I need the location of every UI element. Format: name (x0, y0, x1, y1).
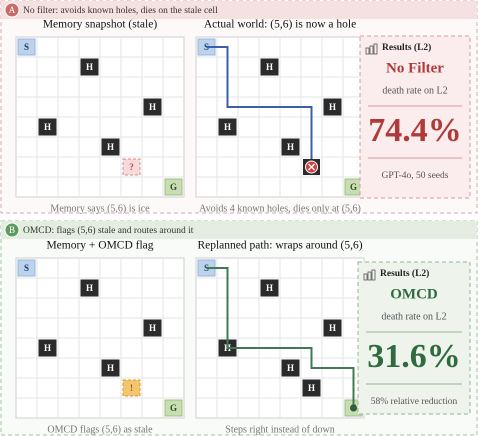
results-icon (371, 269, 376, 281)
results-icon (363, 273, 368, 281)
panel-header: No filter: avoids known holes, dies on t… (23, 5, 218, 16)
panel-header: OMCD: flags (5,6) stale and routes aroun… (23, 225, 194, 236)
cell-label: S (24, 263, 29, 273)
cell-label: H (266, 283, 273, 293)
badge-letter: B (9, 225, 15, 235)
cell-hole (323, 98, 342, 116)
agent-path (206, 46, 313, 167)
results-icon (365, 47, 370, 55)
cell-label: H (86, 62, 93, 72)
results-box (359, 35, 471, 199)
grid-caption: OMCD flags (5,6) as stale (47, 424, 153, 435)
cell-hole (218, 118, 237, 136)
cell-hole (260, 58, 279, 76)
cell-label: H (287, 142, 294, 152)
results-icon (367, 271, 372, 281)
grid-title: Actual world: (5,6) is now a hole (204, 19, 356, 31)
agent-path (206, 267, 355, 408)
cell-label: ? (129, 162, 134, 172)
cell-label: H (86, 283, 93, 293)
cell-goal (164, 178, 183, 196)
cell-label: H (329, 102, 336, 112)
cell-hole (80, 279, 99, 297)
results-value: 74.4% (368, 112, 462, 149)
cell-label: H (224, 122, 231, 132)
cell-label: H (329, 323, 336, 333)
cell-flag (122, 379, 141, 397)
cell-hole (302, 379, 321, 397)
results-box (357, 261, 471, 415)
cell-hole (143, 319, 162, 337)
cell-label: G (170, 403, 177, 413)
grid-title: Memory snapshot (stale) (43, 19, 158, 31)
results-metric: death rate on L2 (381, 311, 446, 322)
results-heading: Results (L2) (380, 268, 429, 279)
cell-hole (101, 359, 120, 377)
cell-label: H (149, 102, 156, 112)
results-method: No Filter (386, 60, 444, 76)
cell-label: H (44, 343, 51, 353)
results-note: 58% relative reduction (371, 397, 458, 407)
results-icon (369, 45, 374, 55)
results-icon (373, 43, 378, 55)
grid-caption: Steps right instead of down (225, 424, 334, 435)
grid-title: Memory + OMCD flag (46, 240, 153, 252)
cell-label: H (149, 323, 156, 333)
results-metric: death rate on L2 (382, 85, 447, 96)
death-cross (308, 163, 315, 171)
cell-hole (80, 58, 99, 76)
cell-label: G (170, 182, 177, 192)
agent-end (350, 404, 357, 412)
cell-hole (143, 98, 162, 116)
cell-label: H (107, 142, 114, 152)
grid-title: Replanned path: wraps around (5,6) (197, 240, 362, 252)
cell-hole (38, 118, 57, 136)
cell-label: H (266, 62, 273, 72)
results-heading: Results (L2) (382, 42, 431, 53)
results-method: OMCD (390, 286, 438, 302)
cell-label: H (107, 363, 114, 373)
cell-label: H (308, 383, 315, 393)
badge (4, 2, 20, 18)
results-note: GPT-4o, 50 seeds (382, 171, 449, 181)
grid-caption: Memory says (5,6) is ice (50, 203, 150, 214)
badge (4, 222, 20, 238)
cell-label: H (287, 363, 294, 373)
panel-b-header-band (1, 221, 477, 239)
cell-label: H (44, 122, 51, 132)
cell-label: ! (130, 383, 133, 393)
cell-hole (260, 279, 279, 297)
cell-start (17, 259, 36, 277)
cell-start (17, 38, 36, 56)
results-value: 31.6% (367, 338, 461, 375)
cell-label: G (350, 182, 357, 192)
cell-hole (281, 138, 300, 156)
grid-caption: Avoids 4 known holes, dies only at (5,6) (199, 203, 361, 214)
cell-hole (281, 359, 300, 377)
cell-label: S (24, 42, 29, 52)
cell-hole (38, 339, 57, 357)
cell-goal (164, 399, 183, 417)
cell-hole (101, 138, 120, 156)
panel-a-header-band (1, 1, 477, 19)
cell-stale (122, 158, 141, 176)
badge-letter: A (9, 5, 16, 15)
cell-hole (323, 319, 342, 337)
